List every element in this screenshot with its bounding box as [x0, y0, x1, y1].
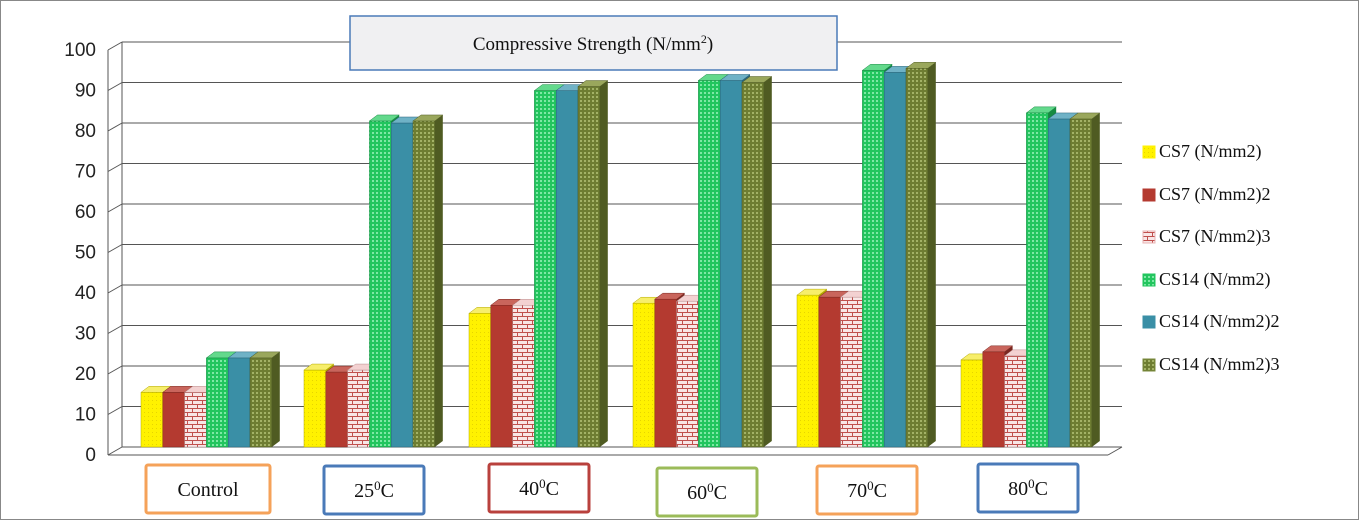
chart-title: Compressive Strength (N/mm2) [473, 32, 713, 55]
category-text: Control [177, 479, 239, 501]
category-label-6: 800C [976, 462, 1080, 514]
bar-6-1 [249, 351, 281, 448]
legend-label: CS7 (N/mm2) [1159, 141, 1262, 162]
category-box [487, 462, 591, 514]
category-box [144, 463, 272, 515]
bar-6-2 [412, 114, 444, 448]
grid-line-depth [107, 203, 123, 213]
grid-line-depth [107, 325, 123, 334]
legend-swatch [1142, 145, 1156, 159]
legend-swatch [1142, 230, 1156, 244]
legend-swatch [1142, 188, 1156, 202]
category-text: 700C [847, 478, 887, 503]
category-labels: Control 250C 400C 600C 700C 800C [144, 462, 1080, 518]
grid-line-depth [107, 163, 123, 172]
legend-swatch [1142, 273, 1156, 287]
y-tick-label: 80 [75, 121, 96, 142]
floor-right-edge [1107, 446, 1123, 456]
y-tick-label: 70 [75, 162, 96, 183]
y-tick-label: 60 [75, 202, 96, 223]
legend-item-6: CS14 (N/mm2)3 [1142, 354, 1280, 375]
bar-6-5 [905, 62, 937, 448]
bar-6-3 [577, 80, 609, 448]
legend-item-1: CS7 (N/mm2) [1142, 141, 1262, 162]
bar-6-6 [1069, 112, 1101, 448]
category-box [655, 466, 759, 518]
y-tick-label: 10 [75, 405, 96, 426]
legend-label: CS14 (N/mm2) [1159, 269, 1271, 290]
y-tick-label: 100 [64, 40, 96, 61]
y-tick-label: 0 [85, 445, 96, 466]
y-tick-label: 20 [75, 364, 96, 385]
grid-line-depth [107, 82, 123, 91]
grid-line-depth [107, 406, 123, 415]
category-box [976, 462, 1080, 514]
legend-label: CS14 (N/mm2)3 [1159, 354, 1280, 375]
grid-line-depth [107, 244, 123, 253]
legend-label: CS7 (N/mm2)3 [1159, 226, 1271, 247]
legend-swatch [1142, 315, 1156, 329]
category-box [322, 464, 426, 516]
y-tick-label: 40 [75, 283, 96, 304]
legend: CS7 (N/mm2) CS7 (N/mm2)2 CS7 (N/mm2)3 CS14 … [1142, 141, 1280, 375]
grid-line-depth [107, 41, 123, 51]
y-tick-label: 50 [75, 243, 96, 264]
category-label-3: 400C [487, 462, 591, 514]
legend-swatch [1142, 358, 1156, 372]
legend-item-5: CS14 (N/mm2)2 [1142, 311, 1280, 332]
chart-title-tail: ) [707, 34, 713, 55]
legend-label: CS14 (N/mm2)2 [1159, 311, 1280, 332]
grid-line-depth [107, 446, 123, 456]
category-label-2: 250C [322, 464, 426, 516]
chart-title-sup: 2 [701, 32, 707, 46]
y-axis-ticks: 0 10 20 30 40 50 60 70 80 90 100 [64, 40, 96, 466]
bar-6-4 [741, 76, 773, 448]
grid-line-depth [107, 365, 123, 375]
category-text: 800C [1008, 476, 1048, 501]
bars-layer [140, 62, 1101, 448]
category-text: 600C [687, 480, 727, 505]
category-label-5: 700C [815, 464, 919, 516]
legend-item-2: CS7 (N/mm2)2 [1142, 184, 1271, 205]
category-text: 250C [354, 478, 394, 503]
category-box [815, 464, 919, 516]
grid-layer [107, 41, 1123, 456]
legend-item-4: CS14 (N/mm2) [1142, 269, 1271, 290]
grid-line-depth [107, 284, 123, 294]
y-tick-label: 90 [75, 81, 96, 102]
category-label-4: 600C [655, 466, 759, 518]
category-text: 400C [519, 476, 559, 501]
chart-title-box [349, 15, 838, 71]
chart-title-group: Compressive Strength (N/mm2) [349, 15, 838, 71]
category-label-1: Control [144, 463, 272, 515]
legend-label: CS7 (N/mm2)2 [1159, 184, 1271, 205]
legend-item-3: CS7 (N/mm2)3 [1142, 226, 1271, 247]
grid-line-depth [107, 122, 123, 132]
y-tick-label: 30 [75, 324, 96, 345]
